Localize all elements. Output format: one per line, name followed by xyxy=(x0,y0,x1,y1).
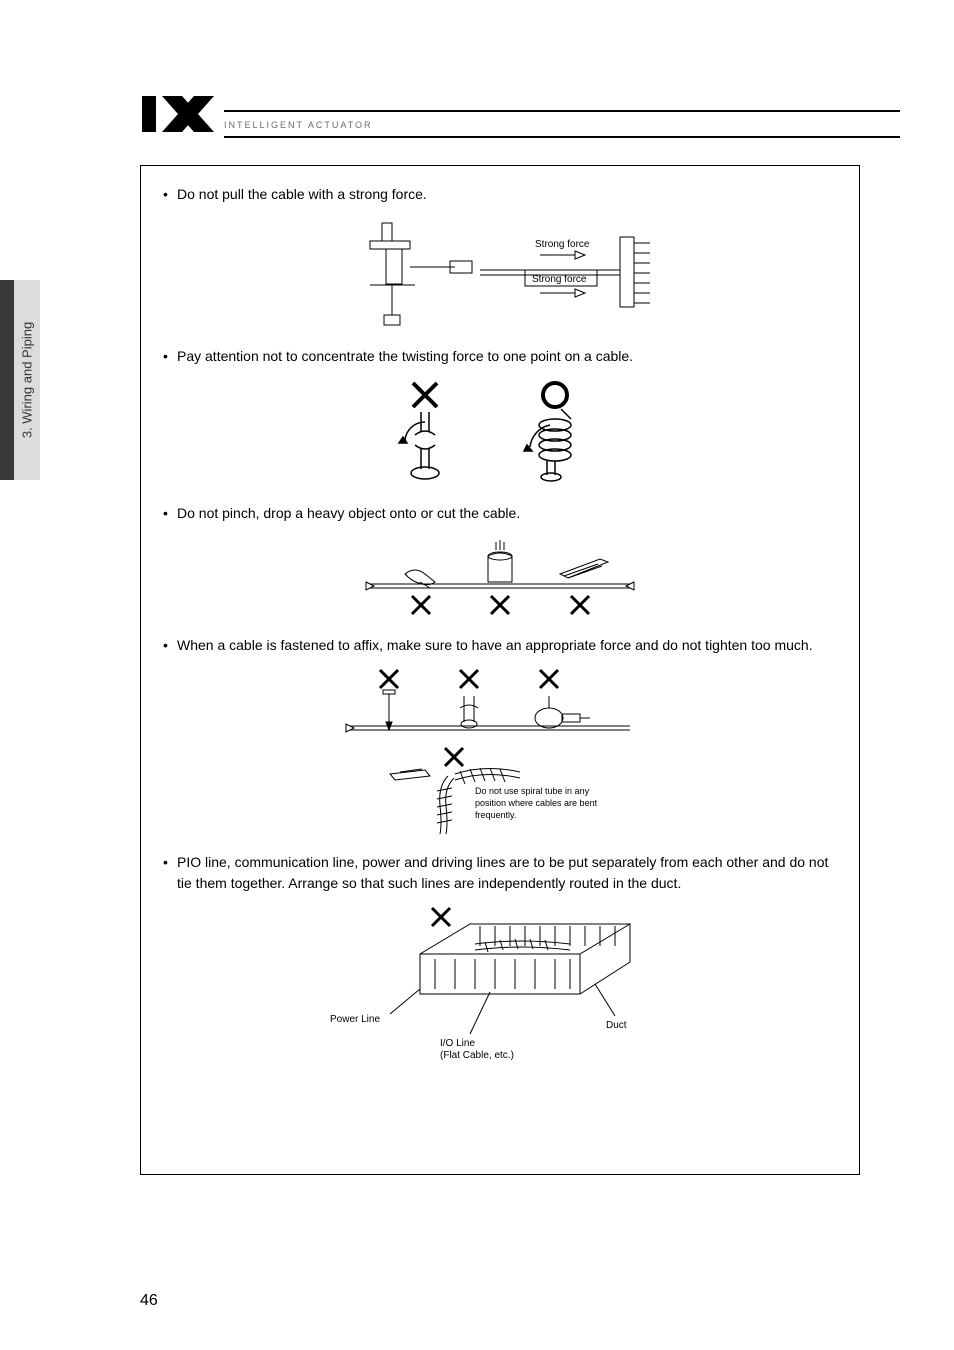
side-tab: 3. Wiring and Piping xyxy=(0,280,40,480)
diagram-pinch-drop-cut xyxy=(163,534,837,619)
spiral-note-line2: position where cables are bent xyxy=(475,798,598,808)
label-power-line: Power Line xyxy=(330,1014,380,1025)
page-number: 46 xyxy=(140,1292,158,1310)
label-strong-force-2: Strong force xyxy=(532,274,587,285)
bullet-4: • When a cable is fastened to affix, mak… xyxy=(163,635,837,656)
diagram-duct: Power Line I/O Line (Flat Cable, etc.) D… xyxy=(163,904,837,1074)
label-io-line-sub: (Flat Cable, etc.) xyxy=(440,1050,514,1061)
diagram-strong-force: Strong force Strong force xyxy=(163,215,837,330)
bullet-5-text: PIO line, communication line, power and … xyxy=(177,852,837,894)
bullet-5: • PIO line, communication line, power an… xyxy=(163,852,837,894)
side-tab-dark xyxy=(0,280,14,480)
side-tab-label: 3. Wiring and Piping xyxy=(20,322,35,438)
side-tab-light: 3. Wiring and Piping xyxy=(14,280,40,480)
label-duct: Duct xyxy=(606,1020,627,1031)
bullet-3-text: Do not pinch, drop a heavy object onto o… xyxy=(177,503,520,524)
bullet-4-text: When a cable is fastened to affix, make … xyxy=(177,635,813,656)
content-box: • Do not pull the cable with a strong fo… xyxy=(140,165,860,1175)
bullet-3: • Do not pinch, drop a heavy object onto… xyxy=(163,503,837,524)
label-io-line: I/O Line xyxy=(440,1038,475,1049)
bullet-1: • Do not pull the cable with a strong fo… xyxy=(163,184,837,205)
spiral-note-line1: Do not use spiral tube in any xyxy=(475,786,590,796)
label-strong-force-1: Strong force xyxy=(535,239,590,250)
spiral-note-line3: frequently. xyxy=(475,810,516,820)
bullet-2-text: Pay attention not to concentrate the twi… xyxy=(177,346,633,367)
diagram-twisting xyxy=(163,377,837,487)
logo-subtitle: INTELLIGENT ACTUATOR xyxy=(224,120,373,136)
diagram-fasten: Do not use spiral tube in any position w… xyxy=(163,666,837,836)
bullet-2: • Pay attention not to concentrate the t… xyxy=(163,346,837,367)
logo-ix-mark xyxy=(140,90,218,138)
header-logo-row: INTELLIGENT ACTUATOR xyxy=(140,90,900,138)
bullet-1-text: Do not pull the cable with a strong forc… xyxy=(177,184,427,205)
